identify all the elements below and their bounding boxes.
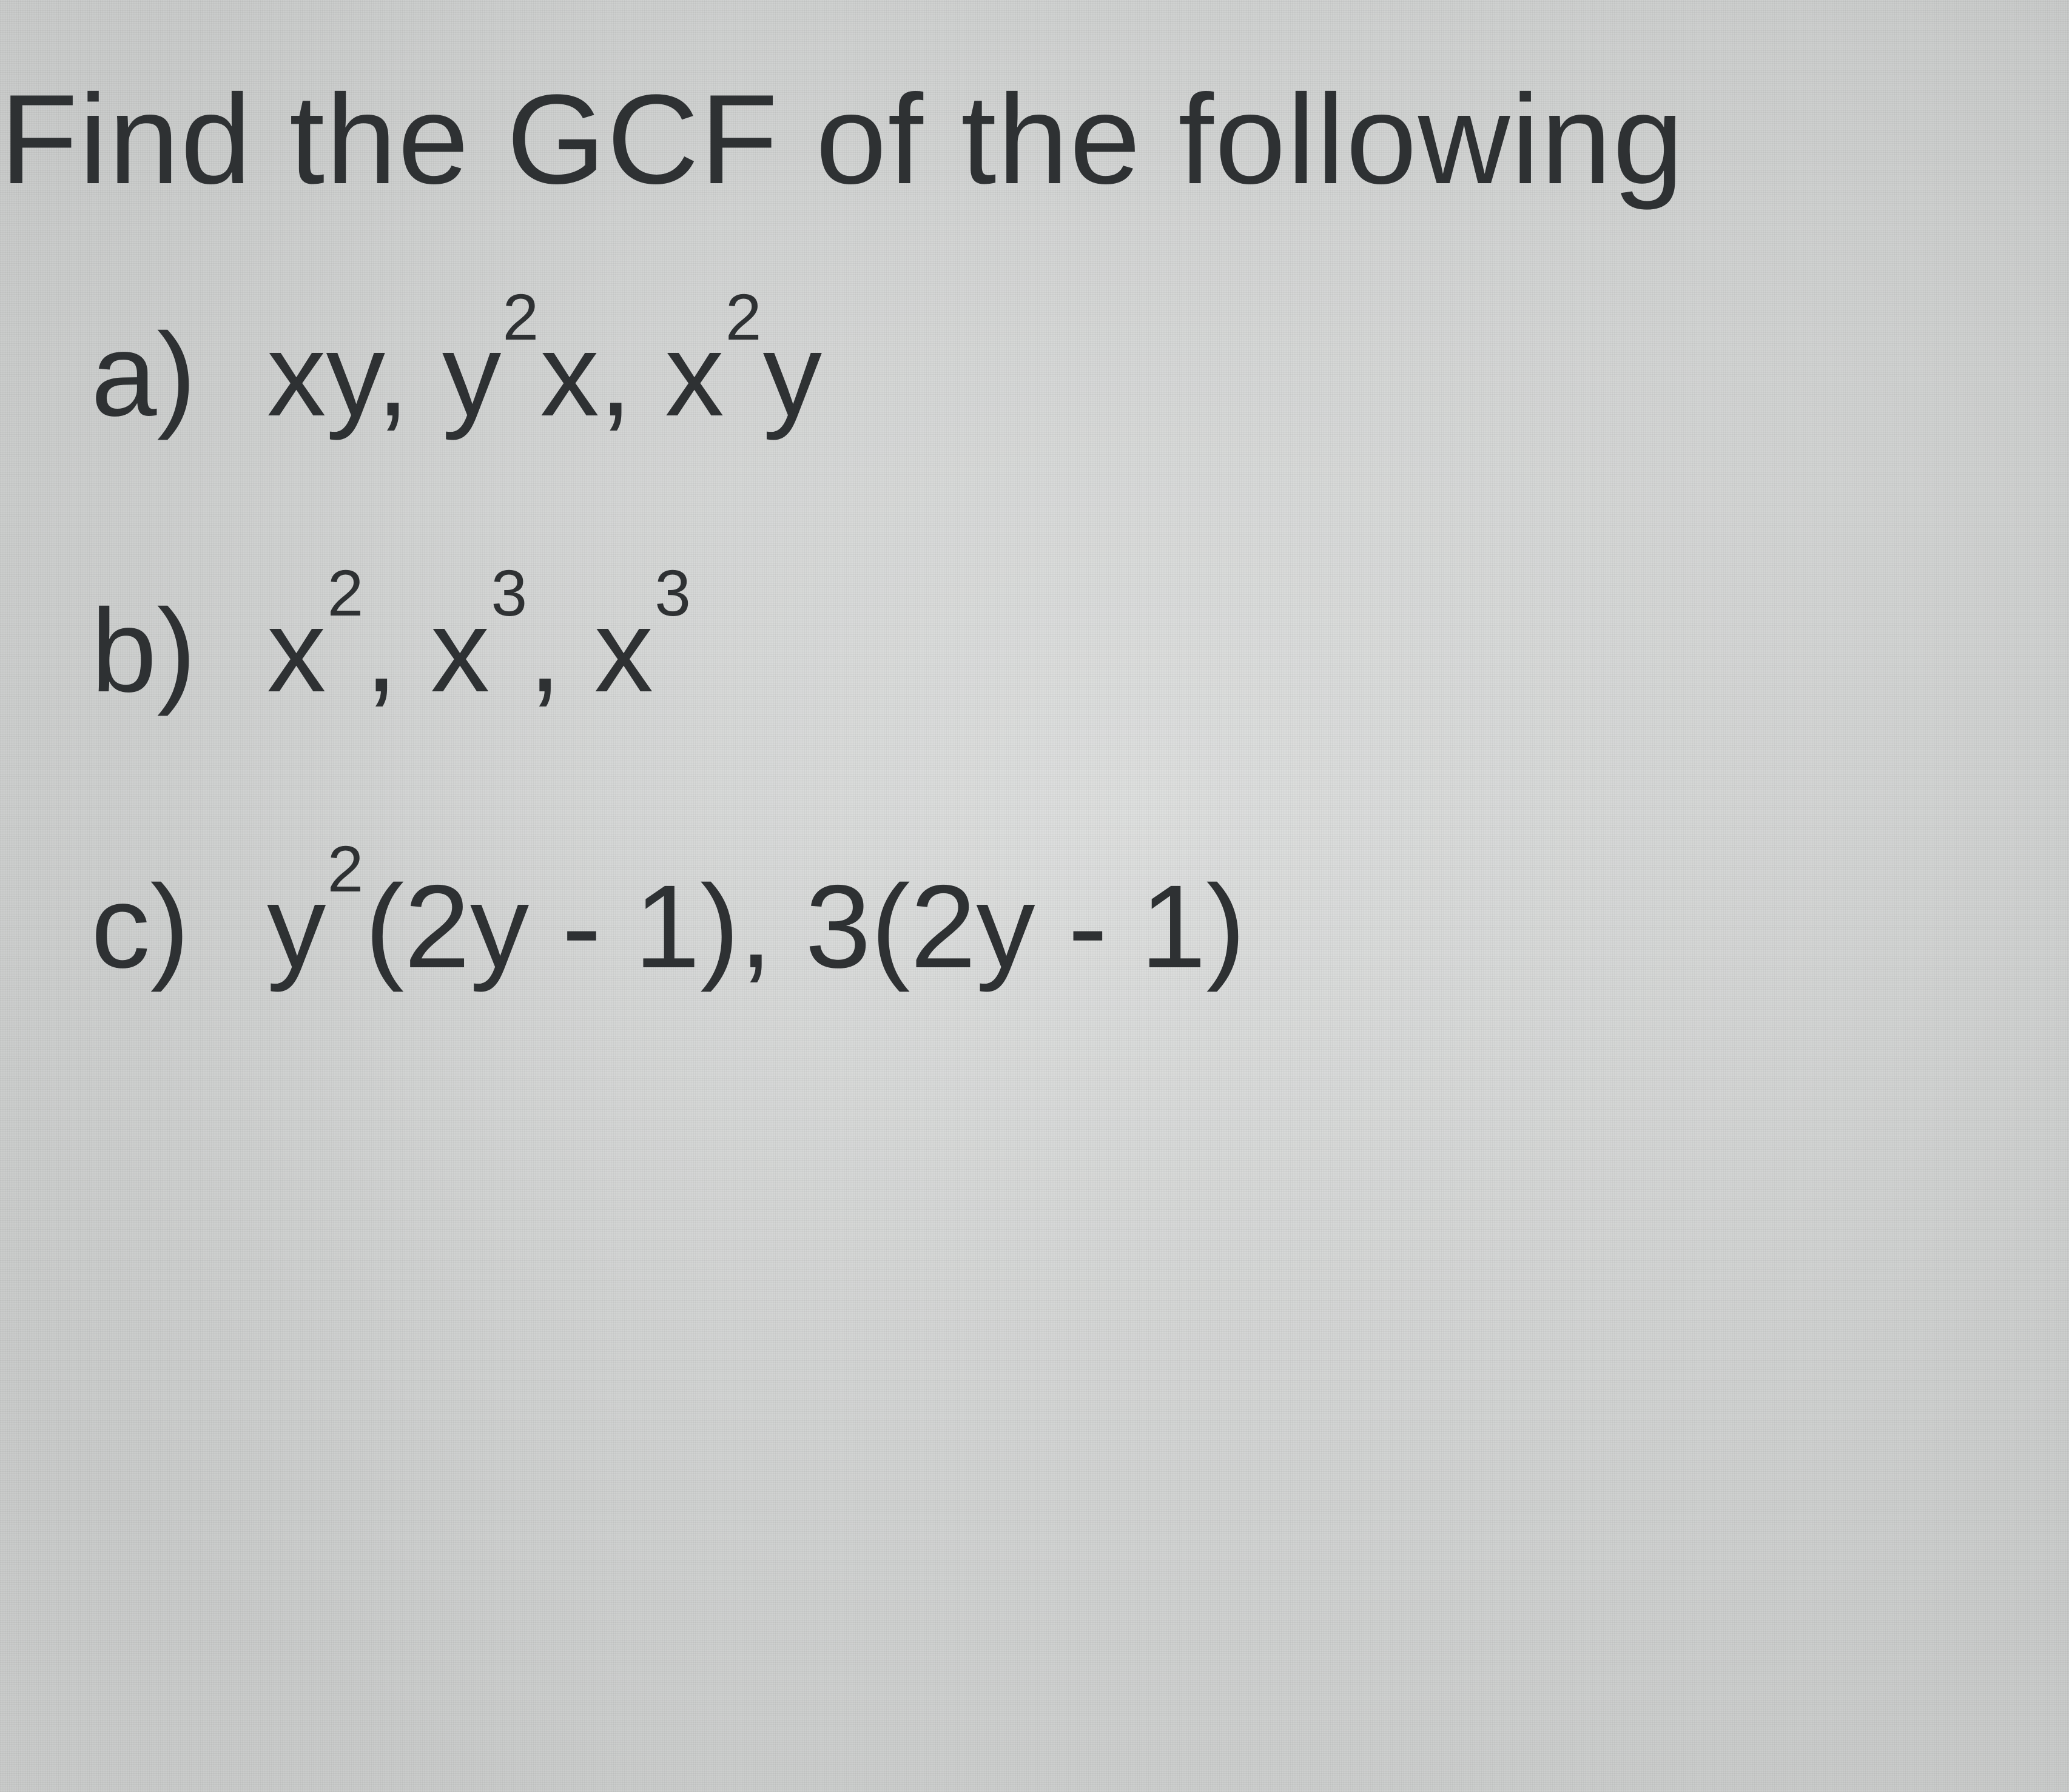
- problem-item: b) x2, x3, x3: [91, 592, 2069, 710]
- problem-expression: x2, x3, x3: [267, 592, 692, 710]
- problem-label: a): [91, 316, 224, 434]
- math-worksheet-page: Find the GCF of the following a) xy, y2x…: [0, 0, 2069, 1792]
- problem-label: b): [91, 592, 224, 710]
- page-title: Find the GCF of the following: [0, 73, 2069, 207]
- problem-list: a) xy, y2x, x2y b) x2, x3, x3 c) y2(2y -…: [0, 316, 2069, 986]
- problem-item: a) xy, y2x, x2y: [91, 316, 2069, 434]
- problem-expression: y2(2y - 1), 3(2y - 1): [267, 868, 1245, 986]
- problem-label: c): [91, 868, 224, 986]
- problem-expression: xy, y2x, x2y: [267, 316, 822, 434]
- problem-item: c) y2(2y - 1), 3(2y - 1): [91, 868, 2069, 986]
